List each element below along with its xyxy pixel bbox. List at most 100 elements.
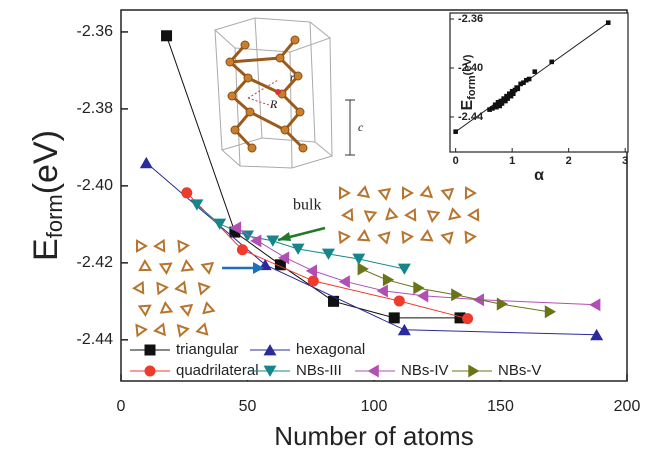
point [418, 290, 428, 301]
cluster-icon [137, 241, 146, 251]
atom [294, 72, 302, 80]
cluster-icon [140, 261, 150, 270]
cluster-icon [340, 188, 349, 198]
point [141, 158, 152, 168]
inset-x-tick-label: 2 [566, 155, 572, 167]
point [511, 92, 515, 96]
point [454, 130, 458, 134]
point [383, 274, 393, 285]
cluster-icon [365, 211, 375, 221]
crystal-chain [230, 40, 303, 148]
cluster-icon [442, 233, 452, 243]
atom [296, 108, 304, 116]
atom [231, 126, 239, 134]
legend-label: NBs-V [498, 362, 541, 379]
cluster-icon [134, 283, 143, 293]
inset-x-label: α [534, 167, 544, 184]
y-tick-label: -2.40 [77, 177, 114, 194]
atom [276, 54, 284, 62]
inset-y-label-main: E [459, 99, 476, 110]
cluster-icon [403, 188, 412, 198]
inset-y-label-unit: (eV) [462, 54, 474, 75]
cluster-icon [403, 232, 412, 242]
inset-y-tick-label: -2.36 [458, 13, 483, 25]
x-tick-label: 0 [117, 398, 126, 415]
atom [248, 144, 256, 152]
legend-label: quadrilateral [176, 362, 259, 379]
cluster-icon [379, 233, 389, 243]
legend-label: triangular [176, 341, 239, 358]
y-label-unit: (eV) [27, 130, 65, 194]
point [293, 244, 304, 254]
atom [281, 126, 289, 134]
cluster-icon [155, 324, 165, 334]
legend-label: NBs-IV [401, 362, 449, 379]
point [214, 219, 225, 229]
point [545, 306, 555, 317]
point [162, 31, 172, 41]
cluster-icon [202, 263, 212, 273]
point [237, 245, 247, 255]
cluster-icon [158, 283, 168, 293]
y-axis-label: Eform(eV) [27, 130, 67, 261]
y-tick-label: -2.42 [77, 254, 114, 271]
point [516, 87, 520, 91]
cluster-icon [466, 188, 475, 198]
atom [246, 108, 254, 116]
point [353, 254, 364, 264]
point [378, 285, 388, 296]
cluster-icon [155, 241, 164, 251]
cluster-icon [197, 324, 207, 334]
cluster-icon [204, 303, 214, 313]
y-label-main: E [27, 238, 65, 261]
inset-x-tick-label: 0 [453, 155, 459, 167]
cluster-icon [182, 261, 192, 271]
cluster-icon [161, 303, 171, 313]
cluster-icon [442, 189, 452, 199]
y-tick-label: -2.38 [77, 100, 114, 117]
point [463, 314, 473, 324]
cluster-icon [179, 241, 189, 251]
point [606, 21, 610, 25]
cluster-icon [428, 211, 438, 221]
point [340, 276, 350, 287]
cluster-icon [422, 231, 432, 240]
point [307, 265, 317, 276]
cluster-icon [199, 284, 209, 294]
cluster-icon [358, 187, 368, 197]
point [399, 264, 410, 274]
point [267, 236, 278, 246]
y-tick-label: -2.36 [77, 23, 114, 40]
atom [241, 41, 249, 49]
point [389, 313, 399, 323]
cluster-icon [421, 187, 431, 197]
point [590, 299, 600, 310]
cluster-icon [450, 209, 460, 219]
atom [228, 92, 236, 100]
legend-label: NBs-III [296, 362, 342, 379]
point [145, 345, 155, 355]
cluster-icon [379, 189, 389, 199]
x-tick-label: 150 [487, 398, 514, 415]
x-tick-label: 50 [239, 398, 257, 415]
cluster-icon [466, 232, 475, 242]
point [497, 298, 507, 309]
cluster-icon [359, 231, 369, 240]
inset-x-tick-label: 1 [509, 155, 515, 167]
point [533, 70, 537, 74]
point [182, 188, 192, 198]
cluster-icon [387, 209, 397, 219]
point [414, 282, 424, 293]
cluster-icon [176, 282, 186, 292]
y-tick-label: -2.44 [77, 331, 114, 348]
point [242, 231, 253, 241]
legend-label: hexagonal [296, 341, 365, 358]
point [308, 276, 318, 286]
cluster-icon [178, 326, 188, 336]
cluster-icon [181, 305, 191, 315]
x-tick-label: 100 [361, 398, 388, 415]
inset-x-tick-label: 3 [622, 155, 628, 167]
x-axis-label: Number of atoms [274, 421, 473, 451]
point [323, 249, 334, 259]
label-R: R [269, 97, 278, 111]
